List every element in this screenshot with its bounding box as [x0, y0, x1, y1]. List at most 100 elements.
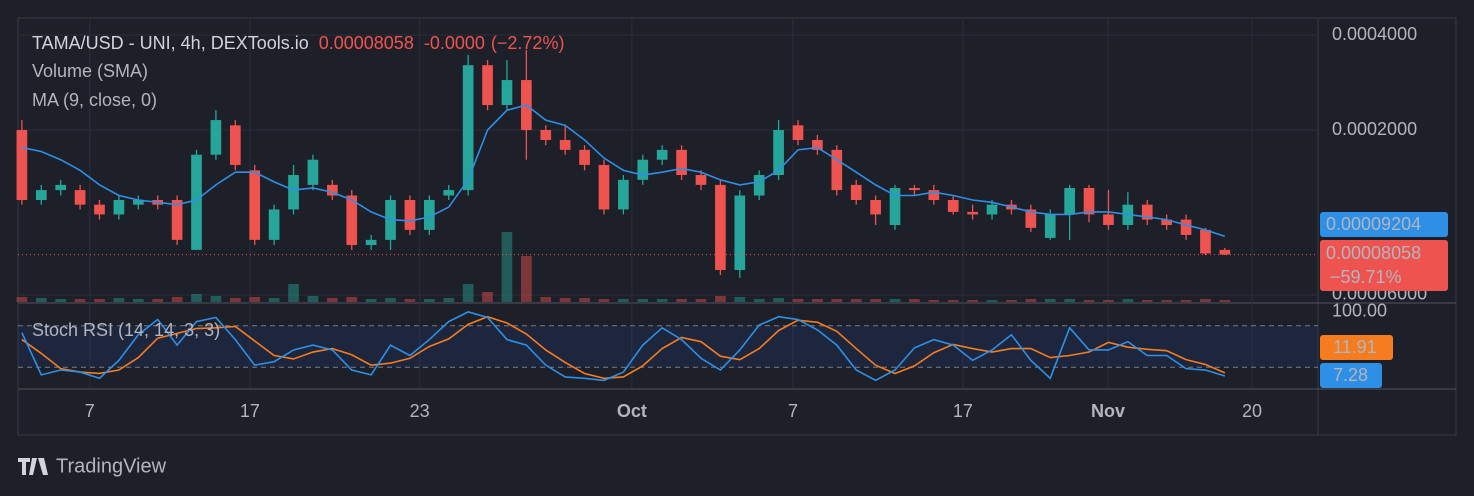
candle-body — [676, 149, 687, 176]
volume-bar — [482, 292, 493, 302]
volume-bar — [734, 297, 746, 302]
volume-bar — [1219, 300, 1231, 302]
y-tick-label: 0.0002000 — [1332, 119, 1417, 139]
candle-body — [288, 175, 299, 210]
volume-bar — [1025, 299, 1037, 302]
volume-bar — [889, 299, 901, 302]
volume-bar — [16, 297, 28, 302]
volume-bar — [94, 299, 105, 302]
x-tick-label: 17 — [240, 401, 260, 421]
candle-body — [1064, 187, 1075, 215]
stoch-title: Stoch RSI (14, 14, 3, 3) — [32, 320, 220, 340]
volume-bar — [850, 299, 862, 302]
change: -0.0000 — [424, 33, 485, 53]
candle-body — [1200, 229, 1211, 254]
stoch-tick-label: 100.00 — [1332, 301, 1387, 321]
volume-bar — [1141, 300, 1153, 302]
candle-body — [1103, 214, 1114, 225]
grid — [18, 18, 1318, 388]
volume-bar — [695, 299, 707, 302]
candle-body — [210, 120, 222, 155]
candle-body — [113, 200, 125, 215]
ma-price-label: 0.00009204 — [1326, 214, 1421, 234]
candle-body — [559, 139, 571, 150]
candle-body — [598, 164, 610, 210]
last-price-label: 0.00008058 — [1326, 243, 1421, 263]
candle-body — [850, 184, 862, 201]
chart-title: TAMA/USD - UNI, 4h, DEXTools.io 0.0000805… — [32, 33, 564, 53]
candle-body — [1161, 219, 1172, 225]
candle-body — [404, 200, 416, 230]
x-tick-label: 23 — [410, 401, 430, 421]
candle-body — [831, 149, 843, 191]
volume-bar — [831, 299, 843, 302]
volume-bar — [1083, 300, 1095, 302]
candle-body — [656, 149, 668, 160]
volume-bar — [1180, 300, 1192, 302]
volume-bar — [113, 298, 125, 302]
volume-bar — [1064, 299, 1075, 302]
stoch-d-line — [21, 315, 1226, 380]
candle-body — [947, 200, 959, 212]
plot — [16, 49, 1318, 382]
candle-body — [812, 139, 823, 150]
volume-bar — [1122, 299, 1134, 302]
volume-bar — [326, 298, 338, 302]
title: TAMA/USD - UNI, 4h, DEXTools.io — [32, 33, 309, 53]
price: 0.00008058 — [319, 33, 414, 53]
volume-bar — [501, 232, 513, 302]
candle-body — [928, 190, 940, 201]
volume-bar — [191, 294, 202, 302]
candle-body — [307, 159, 319, 185]
candle-body — [35, 190, 47, 201]
volume-bar — [947, 300, 959, 302]
brand: TradingView — [56, 455, 167, 477]
candle-body — [734, 195, 746, 270]
candle-body — [462, 65, 474, 191]
volume-bar — [249, 297, 261, 302]
labels: 7 17 23 Oct 7 17 Nov 20 0.0004000 0.0002000 0.0000… — [85, 24, 1448, 421]
candle-body — [365, 239, 377, 246]
indicator-label: Volume (SMA) — [32, 61, 148, 81]
x-tick-label: 17 — [953, 401, 973, 421]
volume-bar — [152, 299, 164, 302]
candle-body — [1180, 219, 1192, 235]
candle-body — [579, 149, 590, 165]
volume-bar — [521, 256, 532, 302]
volume-bar — [715, 296, 726, 302]
x-tick-label: 7 — [85, 401, 95, 421]
last-price-box — [1320, 240, 1448, 291]
volume-bar — [618, 299, 629, 302]
x-tick-label: Oct — [617, 401, 647, 421]
ma-price-box — [1320, 212, 1448, 237]
volume-bar — [928, 300, 940, 302]
indicator-label: MA (9, close, 0) — [32, 90, 157, 110]
candle-body — [909, 187, 920, 191]
volume-bar — [385, 298, 396, 302]
volume-bar — [229, 298, 241, 302]
candle-body — [268, 209, 280, 240]
volume-bar — [210, 296, 222, 302]
candle-body — [326, 184, 338, 196]
volume-bar — [559, 298, 571, 302]
volume-bar — [540, 297, 552, 302]
volume-bar — [1161, 300, 1172, 302]
candle-body — [792, 125, 804, 140]
volume-bar — [171, 297, 183, 302]
volume-bar — [307, 296, 319, 302]
change-pct: (−2.72%) — [491, 33, 565, 53]
volume-bar — [288, 284, 299, 302]
candle-body — [346, 195, 358, 246]
candle-body — [171, 200, 183, 240]
volume-bar — [792, 299, 804, 302]
volume-bar — [346, 297, 358, 302]
volume-bar — [268, 298, 280, 302]
candle-body — [74, 190, 86, 205]
candle-body — [229, 125, 241, 165]
candle-body — [753, 175, 765, 196]
candle-body — [618, 179, 629, 210]
y-tick-label: 0.0004000 — [1332, 24, 1417, 44]
volume-bar — [812, 299, 823, 302]
